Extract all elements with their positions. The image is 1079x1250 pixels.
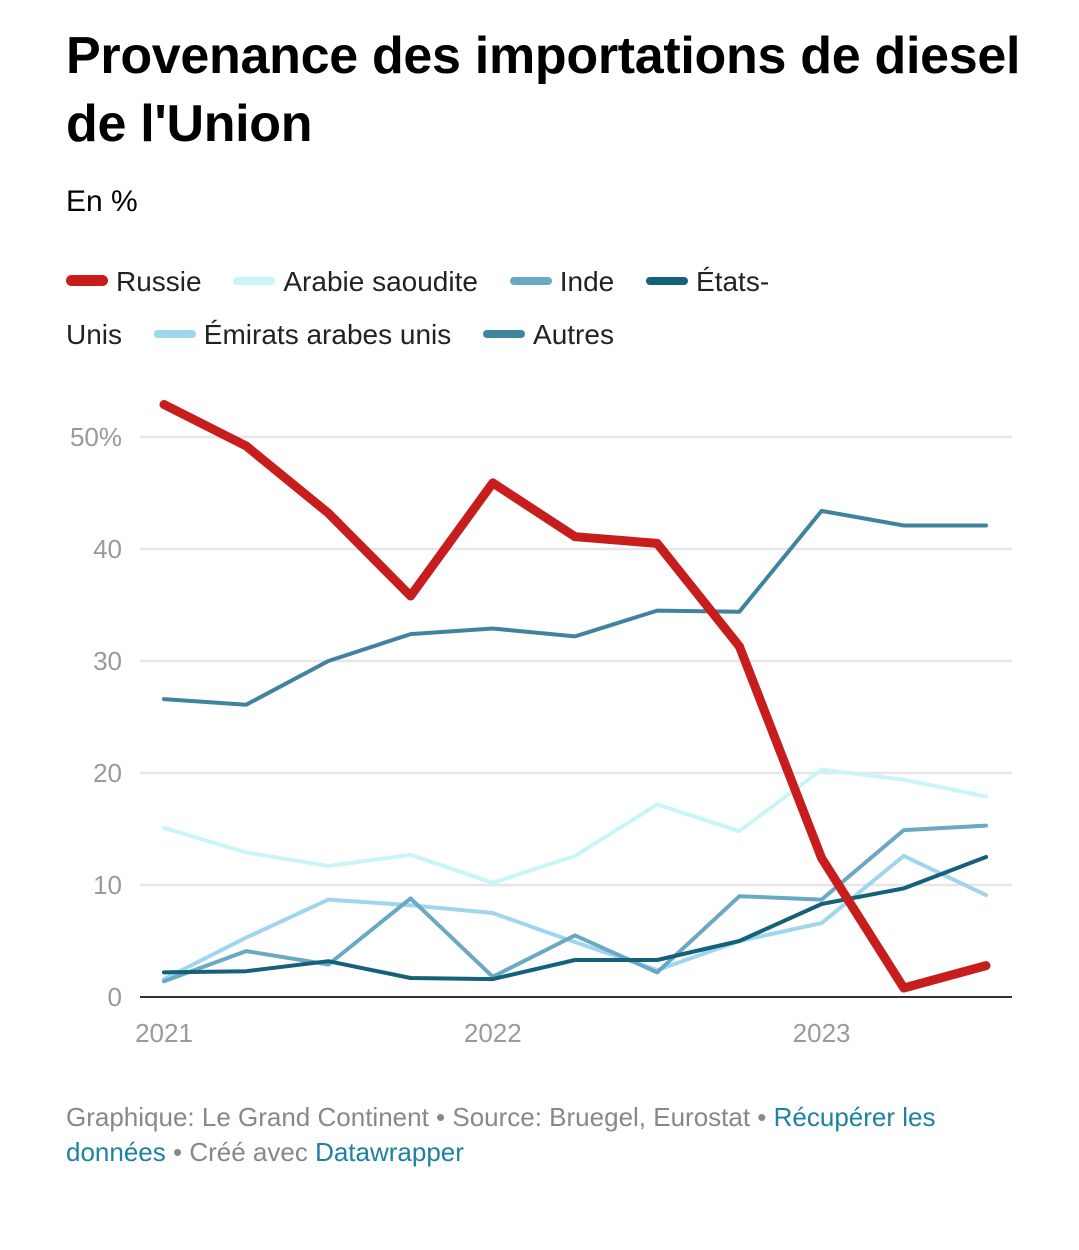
footer-made-with: Créé avec <box>189 1137 316 1167</box>
legend: Russie Arabie saoudite Inde États-Unis É… <box>66 255 826 361</box>
legend-swatch-usa <box>646 276 689 285</box>
legend-item-emirats: Émirats arabes unis <box>153 319 452 350</box>
legend-swatch-autres <box>483 329 526 338</box>
legend-item-arabie: Arabie saoudite <box>233 266 478 297</box>
y-tick-label: 10 <box>93 870 122 900</box>
footer-credit: Graphique: Le Grand Continent <box>66 1102 429 1132</box>
footer-separator: • <box>165 1137 190 1167</box>
y-tick-label: 20 <box>93 758 122 788</box>
chart-footer: Graphique: Le Grand Continent • Source: … <box>66 1100 1016 1170</box>
footer-source: Source: Bruegel, Eurostat <box>452 1102 751 1132</box>
legend-item-usa: États-Unis <box>66 266 769 350</box>
y-tick-label: 30 <box>93 646 122 676</box>
line-chart: 0 10 20 30 40 50% 2021 2022 2023 <box>70 400 1012 1048</box>
x-tick-label: 2023 <box>793 1018 851 1048</box>
datawrapper-link[interactable]: Datawrapper <box>315 1137 464 1167</box>
legend-item-autres: Autres <box>483 319 614 350</box>
chart-subtitle: En % <box>66 185 138 218</box>
legend-item-russie: Russie <box>66 266 202 297</box>
legend-swatch-inde <box>509 276 552 285</box>
y-tick-label: 0 <box>108 982 122 1012</box>
legend-swatch-emirats <box>153 329 196 338</box>
y-tick-label: 50% <box>70 422 122 452</box>
series-line-autres <box>162 508 988 707</box>
legend-swatch-russie <box>66 275 108 287</box>
legend-item-inde: Inde <box>509 266 615 297</box>
x-tick-label: 2021 <box>135 1018 193 1048</box>
y-tick-label: 40 <box>93 534 122 564</box>
legend-label-russie: Russie <box>116 266 202 297</box>
legend-label-inde: Inde <box>559 266 615 297</box>
download-data-link[interactable]: Récupérer les données <box>66 1102 936 1167</box>
footer-separator: • <box>750 1102 774 1132</box>
legend-swatch-arabie <box>233 276 276 285</box>
legend-label-arabie: Arabie saoudite <box>283 266 478 297</box>
series-line-inde <box>162 823 988 984</box>
x-tick-label: 2022 <box>464 1018 522 1048</box>
legend-label-usa: États-Unis <box>66 266 770 350</box>
legend-label-emirats: Émirats arabes unis <box>203 319 452 350</box>
footer-separator: • <box>428 1102 453 1132</box>
chart-title: Provenance des importations de diesel de… <box>66 27 1021 153</box>
series-line-russie <box>159 400 991 993</box>
legend-label-autres: Autres <box>533 319 614 350</box>
series-line-arabie <box>162 767 988 885</box>
